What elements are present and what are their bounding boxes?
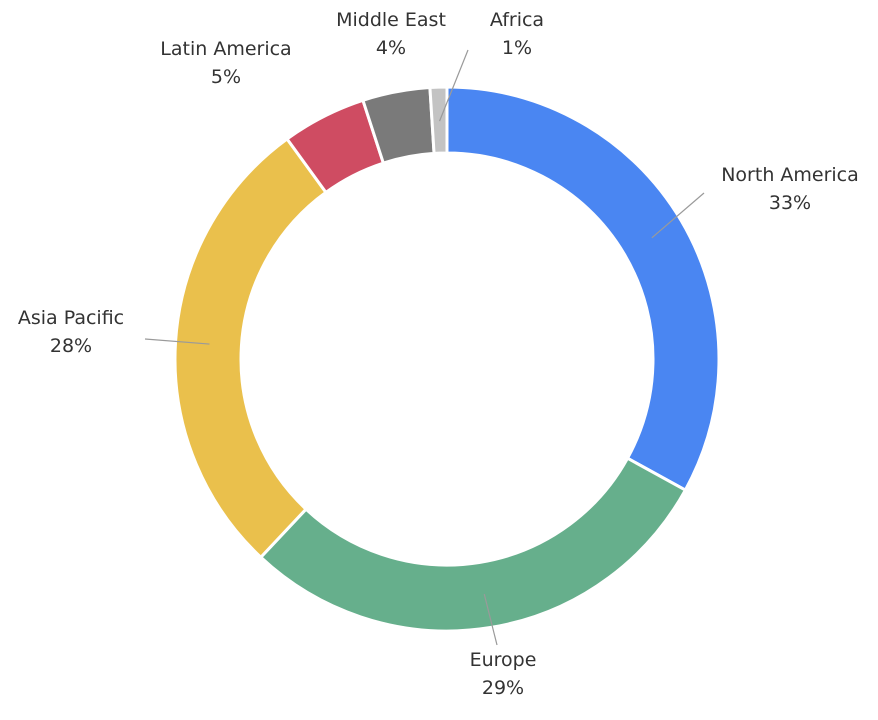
- slice-name-label: North America: [721, 164, 859, 186]
- slice-label-europe: Europe 29%: [470, 649, 537, 699]
- slice-label-africa: Africa 1%: [490, 9, 544, 59]
- leader-line-north-america: [651, 192, 705, 239]
- slice-value-label: 33%: [769, 192, 811, 214]
- labels-layer: North America 33% Europe 29% Asia Pacific 28%…: [18, 9, 859, 699]
- slice-label-asia-pacific: Asia Pacific 28%: [18, 307, 124, 357]
- slice-asia-pacific: [173, 137, 328, 559]
- slice-name-label: Africa: [490, 9, 544, 31]
- slice-label-middle-east: Middle East 4%: [336, 9, 446, 59]
- slice-africa: [428, 85, 449, 155]
- slice-label-latin-america: Latin America 5%: [160, 38, 291, 88]
- slice-name-label: Europe: [470, 649, 537, 671]
- slice-value-label: 1%: [502, 37, 532, 59]
- slice-value-label: 5%: [211, 66, 241, 88]
- slice-value-label: 4%: [376, 37, 406, 59]
- leader-line-africa: [438, 49, 469, 122]
- leader-lines-layer: [144, 49, 705, 646]
- slice-value-label: 28%: [50, 335, 92, 357]
- slice-name-label: Middle East: [336, 9, 446, 31]
- slice-name-label: Asia Pacific: [18, 307, 124, 329]
- slice-label-north-america: North America 33%: [721, 164, 859, 214]
- slice-north-america: [445, 85, 721, 492]
- leader-line-asia-pacific: [144, 338, 210, 345]
- slice-europe: [259, 456, 687, 633]
- leader-line-europe: [483, 593, 498, 646]
- slices-layer: [173, 85, 721, 633]
- slice-name-label: Latin America: [160, 38, 291, 60]
- slice-value-label: 29%: [482, 677, 524, 699]
